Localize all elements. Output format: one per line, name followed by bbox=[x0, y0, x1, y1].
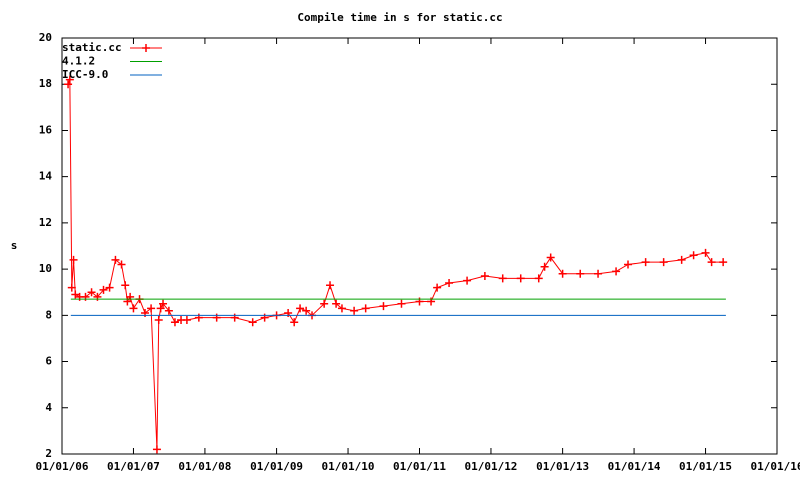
point-marker bbox=[719, 258, 728, 267]
point-marker bbox=[540, 262, 549, 271]
point-marker bbox=[147, 304, 156, 313]
point-marker bbox=[576, 269, 585, 278]
point-marker bbox=[445, 278, 454, 287]
y-tick-label: 12 bbox=[39, 216, 52, 229]
point-marker bbox=[659, 258, 668, 267]
point-marker bbox=[326, 281, 335, 290]
point-marker bbox=[534, 274, 543, 283]
chart-title: Compile time in s for static.cc bbox=[297, 11, 502, 24]
point-marker bbox=[480, 272, 489, 281]
point-marker bbox=[361, 304, 370, 313]
point-marker bbox=[152, 445, 161, 454]
x-tick-label: 01/01/15 bbox=[679, 460, 732, 473]
point-marker bbox=[433, 283, 442, 292]
y-tick-label: 14 bbox=[39, 170, 53, 183]
point-marker bbox=[87, 288, 96, 297]
point-marker bbox=[65, 75, 74, 84]
point-marker bbox=[350, 306, 359, 315]
x-tick-label: 01/01/10 bbox=[322, 460, 375, 473]
x-tick-label: 01/01/07 bbox=[107, 460, 160, 473]
point-marker bbox=[154, 315, 163, 324]
point-marker bbox=[182, 315, 191, 324]
y-tick-label: 6 bbox=[45, 355, 52, 368]
point-marker bbox=[332, 299, 341, 308]
y-tick-label: 4 bbox=[45, 401, 52, 414]
x-tick-label: 01/01/11 bbox=[393, 460, 446, 473]
point-marker bbox=[337, 304, 346, 313]
point-marker bbox=[641, 258, 650, 267]
point-marker bbox=[677, 255, 686, 264]
point-marker bbox=[159, 299, 168, 308]
point-marker bbox=[164, 306, 173, 315]
point-marker bbox=[397, 299, 406, 308]
point-marker bbox=[689, 251, 698, 260]
point-marker bbox=[320, 299, 329, 308]
point-marker bbox=[624, 260, 633, 269]
point-marker bbox=[463, 276, 472, 285]
y-tick-label: 10 bbox=[39, 262, 52, 275]
legend-label: 4.1.2 bbox=[62, 55, 95, 68]
point-marker bbox=[302, 306, 311, 315]
y-tick-label: 16 bbox=[39, 123, 53, 136]
legend-label: ICC-9.0 bbox=[62, 68, 108, 81]
point-marker bbox=[111, 255, 120, 264]
point-marker bbox=[594, 269, 603, 278]
point-marker bbox=[558, 269, 567, 278]
point-marker bbox=[379, 302, 388, 311]
y-axis-label: s bbox=[11, 239, 18, 252]
point-marker bbox=[498, 274, 507, 283]
point-marker bbox=[99, 285, 108, 294]
y-tick-label: 20 bbox=[39, 31, 52, 44]
point-marker bbox=[290, 318, 299, 327]
x-tick-label: 01/01/14 bbox=[608, 460, 661, 473]
point-marker bbox=[701, 248, 710, 257]
x-tick-label: 01/01/08 bbox=[178, 460, 231, 473]
point-marker bbox=[117, 260, 126, 269]
x-tick-label: 01/01/06 bbox=[36, 460, 89, 473]
point-marker bbox=[170, 318, 179, 327]
point-marker bbox=[67, 283, 76, 292]
y-tick-label: 2 bbox=[45, 447, 52, 460]
point-marker bbox=[248, 318, 257, 327]
y-tick-label: 18 bbox=[39, 77, 52, 90]
x-tick-label: 01/01/13 bbox=[536, 460, 589, 473]
series-line bbox=[67, 79, 724, 450]
point-marker bbox=[707, 258, 716, 267]
point-marker bbox=[612, 267, 621, 276]
point-marker bbox=[156, 304, 165, 313]
point-marker bbox=[296, 304, 305, 313]
legend-label: static.cc bbox=[62, 41, 122, 54]
point-marker bbox=[546, 253, 555, 262]
legend-marker bbox=[142, 44, 150, 52]
point-marker bbox=[105, 283, 114, 292]
x-tick-label: 01/01/12 bbox=[464, 460, 517, 473]
point-marker bbox=[121, 281, 130, 290]
y-tick-label: 8 bbox=[45, 308, 52, 321]
point-marker bbox=[71, 290, 80, 299]
point-marker bbox=[69, 255, 78, 264]
point-marker bbox=[64, 80, 73, 89]
x-tick-label: 01/01/16 bbox=[751, 460, 800, 473]
point-marker bbox=[516, 274, 525, 283]
x-tick-label: 01/01/09 bbox=[250, 460, 303, 473]
point-marker bbox=[129, 304, 138, 313]
